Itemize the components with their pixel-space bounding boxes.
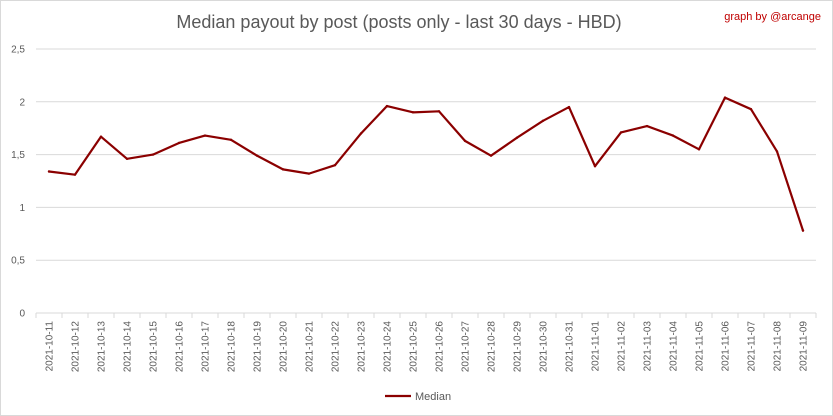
y-tick-label: 0,5 xyxy=(11,256,25,267)
x-tick-label: 2021-10-22 xyxy=(331,321,342,373)
data-point xyxy=(593,165,597,168)
x-tick-label: 2021-10-11 xyxy=(45,321,56,372)
x-tick-label: 2021-10-16 xyxy=(175,321,186,373)
x-tick-label: 2021-11-06 xyxy=(721,321,732,372)
data-point xyxy=(775,150,779,153)
x-tick-label: 2021-10-15 xyxy=(149,321,160,373)
legend: Median xyxy=(385,391,451,403)
x-tick-label: 2021-10-21 xyxy=(305,321,316,373)
data-point xyxy=(99,135,103,138)
data-point xyxy=(801,229,805,232)
x-tick-label: 2021-10-31 xyxy=(565,321,576,373)
data-point xyxy=(411,111,415,114)
data-point xyxy=(697,148,701,151)
data-point xyxy=(307,172,311,175)
x-tick-label: 2021-10-24 xyxy=(383,321,394,373)
x-tick-label: 2021-11-07 xyxy=(747,321,758,372)
data-point xyxy=(281,168,285,171)
x-tick-label: 2021-10-19 xyxy=(253,321,264,373)
x-tick-label: 2021-10-17 xyxy=(201,321,212,373)
data-point xyxy=(541,119,545,123)
data-point xyxy=(489,154,493,157)
data-point xyxy=(723,96,727,99)
data-point xyxy=(437,110,441,113)
data-point xyxy=(73,173,77,176)
x-tick-label: 2021-10-13 xyxy=(97,321,108,373)
y-tick-label: 2 xyxy=(19,97,25,108)
data-point xyxy=(125,157,129,161)
x-tick-label: 2021-11-02 xyxy=(617,321,628,372)
data-point xyxy=(463,139,467,143)
x-axis-ticks: 2021-10-11 2021-10-12 2021-10-13 2021-10-14… xyxy=(35,313,817,373)
data-point xyxy=(333,163,337,167)
data-point xyxy=(567,105,571,109)
x-tick-label: 2021-10-14 xyxy=(123,321,134,373)
y-tick-label: 1,5 xyxy=(11,150,25,161)
x-tick-label: 2021-11-09 xyxy=(799,321,810,372)
legend-label-median: Median xyxy=(415,391,451,403)
y-axis-ticks: 0 0,5 1 1,5 2 2,5 xyxy=(11,45,25,320)
data-point xyxy=(229,138,233,142)
data-point xyxy=(515,136,519,139)
x-tick-label: 2021-11-05 xyxy=(695,321,706,372)
chart-credit: graph by @arcange xyxy=(724,11,821,23)
data-point xyxy=(645,124,649,128)
x-tick-label: 2021-10-25 xyxy=(409,321,420,373)
data-point xyxy=(749,107,753,111)
series-layer xyxy=(47,96,805,232)
x-tick-label: 2021-11-01 xyxy=(591,321,602,372)
data-point xyxy=(151,153,155,156)
x-tick-label: 2021-10-18 xyxy=(227,321,238,373)
x-tick-label: 2021-10-12 xyxy=(71,321,82,373)
y-tick-label: 1 xyxy=(19,203,25,214)
data-point xyxy=(385,104,389,108)
data-point xyxy=(47,170,51,173)
series-line-median xyxy=(47,96,805,232)
x-tick-label: 2021-11-08 xyxy=(773,321,784,372)
x-tick-label: 2021-11-03 xyxy=(643,321,654,372)
data-point xyxy=(255,154,259,157)
chart-title: Median payout by post (posts only - last… xyxy=(176,12,621,32)
x-tick-label: 2021-10-20 xyxy=(279,321,290,373)
data-point xyxy=(177,141,181,145)
gridlines xyxy=(36,48,816,314)
x-tick-label: 2021-10-29 xyxy=(513,321,524,373)
y-tick-label: 0 xyxy=(19,309,25,320)
x-tick-label: 2021-10-27 xyxy=(461,321,472,373)
data-point xyxy=(619,131,623,134)
x-tick-label: 2021-10-30 xyxy=(539,321,550,373)
x-tick-label: 2021-10-26 xyxy=(435,321,446,373)
y-tick-label: 2,5 xyxy=(11,45,25,56)
x-tick-label: 2021-11-04 xyxy=(669,321,680,372)
x-tick-label: 2021-10-28 xyxy=(487,321,498,373)
x-tick-label: 2021-10-23 xyxy=(357,321,368,373)
data-point xyxy=(203,134,207,137)
data-point xyxy=(671,134,675,137)
data-point xyxy=(359,132,363,135)
